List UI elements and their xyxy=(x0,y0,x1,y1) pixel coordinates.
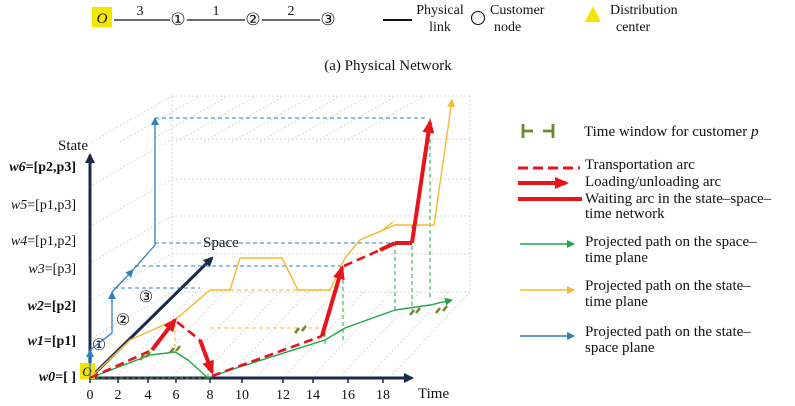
space-node-3: ③ xyxy=(139,289,153,306)
state-label-value: =[p3] xyxy=(45,262,76,277)
legend-green-2: time plane xyxy=(585,250,648,266)
time-tick-label: 8 xyxy=(207,388,214,403)
state-label-w: w1 xyxy=(28,334,44,349)
state-labels: w0=[ ]w1=[p1]w2=[p2]w3=[p3]w4=[p1,p2]w5=… xyxy=(9,160,76,385)
legend-loading: Loading/unloading arc xyxy=(585,174,722,190)
green-projected-path xyxy=(89,297,453,379)
loading-arc-1 xyxy=(150,317,177,352)
customer-node-1: ① xyxy=(170,10,185,29)
time-tick-label: 2 xyxy=(115,388,122,403)
state-label-w: w5 xyxy=(11,198,27,213)
time-tick-label: 4 xyxy=(145,388,152,403)
state-label-w3: w3=[p3] xyxy=(28,262,76,277)
state-label-w: w2 xyxy=(28,299,44,314)
state-label-w0: w0=[ ] xyxy=(39,370,76,385)
state-label-w5: w5=[p1,p3] xyxy=(11,198,76,213)
transport-arc-1 xyxy=(89,348,153,380)
legend-blue-1: Projected path on the state– xyxy=(585,324,751,340)
time-ticks: 0 2 4 6 8 10 12 14 16 18 xyxy=(87,378,390,403)
legend: Time window for customer p Transportatio… xyxy=(518,124,772,356)
state-label-w4: w4=[p1,p2] xyxy=(11,234,76,249)
state-label-value: =[p1,p2] xyxy=(27,234,76,249)
distribution-center-label-1: Distribution xyxy=(610,3,678,18)
time-window-markers xyxy=(138,305,449,361)
transport-arc-4 xyxy=(343,248,381,268)
loading-arc-2 xyxy=(320,265,345,337)
state-label-value: =[p2,p3] xyxy=(26,160,76,175)
legend-blue-2: space plane xyxy=(585,340,655,356)
time-tick-label: 6 xyxy=(173,388,180,403)
physical-link-label-1: Physical xyxy=(416,3,464,18)
svg-text:Time window for customer p: Time window for customer p xyxy=(584,124,759,140)
customer-node-2: ② xyxy=(245,10,260,29)
space-nodes: ① ② ③ xyxy=(92,289,153,354)
legend-transport: Transportation arc xyxy=(585,157,695,173)
time-tick-label: 14 xyxy=(306,388,320,403)
time-axis-label: Time xyxy=(418,386,449,402)
state-axis-label: State xyxy=(58,138,88,154)
transport-arc-2 xyxy=(176,320,201,342)
time-tick-label: 18 xyxy=(376,388,390,403)
state-label-value: =[p2] xyxy=(44,299,76,314)
customer-node-3: ③ xyxy=(320,10,335,29)
unloading-arc-1 xyxy=(198,339,214,375)
state-label-value: =[p1,p3] xyxy=(27,198,76,213)
blue-projected-path xyxy=(86,117,159,378)
customer-node-label-2: node xyxy=(494,20,521,35)
legend-waiting-2: time network xyxy=(585,206,665,222)
space-node-1: ① xyxy=(92,337,106,354)
physical-network-caption: (a) Physical Network xyxy=(324,58,452,74)
loading-arc-3 xyxy=(410,119,435,244)
state-label-w: w6 xyxy=(9,160,25,175)
distribution-center-icon xyxy=(585,6,601,22)
distribution-center-label-2: center xyxy=(616,20,651,35)
top-legend: Physical link Customer node Distribution… xyxy=(383,3,678,35)
legend-time-window-p: p xyxy=(750,124,759,140)
state-label-w1: w1=[p1] xyxy=(28,334,76,349)
edge-length-3: 2 xyxy=(288,4,295,19)
time-tick-label: 16 xyxy=(341,388,355,403)
physical-link-label-2: link xyxy=(429,20,451,35)
transport-arc-3 xyxy=(211,334,323,378)
waiting-arc-1 xyxy=(379,241,396,252)
physical-network: O 3 ① 1 ② 2 ③ xyxy=(92,4,336,29)
edge-length-1: 3 xyxy=(137,4,144,19)
legend-time-window: Time window for customer xyxy=(584,124,751,140)
time-tick-label: 12 xyxy=(276,388,290,403)
state-label-value: =[p1] xyxy=(44,334,76,349)
time-window-icon xyxy=(521,124,555,138)
origin-highlight xyxy=(80,363,95,379)
state-label-w: w3 xyxy=(28,262,44,277)
state-label-w: w0 xyxy=(39,370,55,385)
state-label-value: =[ ] xyxy=(55,370,76,385)
state-label-w6: w6=[p2,p3] xyxy=(9,160,76,175)
time-tick-label: 10 xyxy=(235,388,249,403)
depot-highlight xyxy=(92,7,112,27)
red-route xyxy=(89,119,435,380)
space-node-2: ② xyxy=(116,312,130,329)
yellow-projected-path xyxy=(89,99,455,379)
legend-waiting-1: Waiting arc in the state–space– xyxy=(585,191,772,207)
projection-guides xyxy=(114,117,431,378)
edge-length-2: 1 xyxy=(213,4,220,19)
depot-node-label: O xyxy=(97,11,108,27)
origin-label: O xyxy=(82,364,92,379)
legend-yellow-2: time plane xyxy=(585,294,648,310)
legend-yellow-1: Projected path on the state– xyxy=(585,278,751,294)
legend-green-1: Projected path on the space– xyxy=(585,234,757,250)
state-label-w: w4 xyxy=(11,234,27,249)
customer-node-label-1: Customer xyxy=(490,3,545,18)
time-tick-label: 0 xyxy=(87,388,94,403)
customer-node-icon xyxy=(470,10,486,26)
state-label-w2: w2=[p2] xyxy=(28,299,76,314)
